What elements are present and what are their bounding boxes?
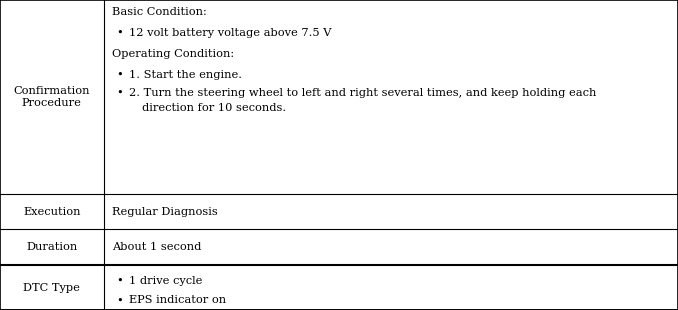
- Text: 1. Start the engine.: 1. Start the engine.: [129, 70, 242, 80]
- Text: About 1 second: About 1 second: [112, 242, 201, 252]
- Text: •: •: [117, 70, 123, 80]
- Text: direction for 10 seconds.: direction for 10 seconds.: [142, 103, 287, 113]
- Text: •: •: [117, 295, 123, 305]
- Text: 1 drive cycle: 1 drive cycle: [129, 276, 202, 286]
- Text: DTC Type: DTC Type: [24, 282, 80, 293]
- Text: Operating Condition:: Operating Condition:: [112, 49, 234, 59]
- Text: Confirmation
Procedure: Confirmation Procedure: [14, 86, 90, 108]
- Text: •: •: [117, 88, 123, 98]
- Text: •: •: [117, 276, 123, 286]
- Text: Basic Condition:: Basic Condition:: [112, 7, 207, 17]
- Text: 2. Turn the steering wheel to left and right several times, and keep holding eac: 2. Turn the steering wheel to left and r…: [129, 88, 596, 98]
- Text: Regular Diagnosis: Regular Diagnosis: [112, 206, 218, 217]
- Text: Execution: Execution: [23, 206, 81, 217]
- Text: EPS indicator on: EPS indicator on: [129, 295, 226, 305]
- Text: 12 volt battery voltage above 7.5 V: 12 volt battery voltage above 7.5 V: [129, 28, 332, 38]
- Text: •: •: [117, 28, 123, 38]
- Text: Duration: Duration: [26, 242, 77, 252]
